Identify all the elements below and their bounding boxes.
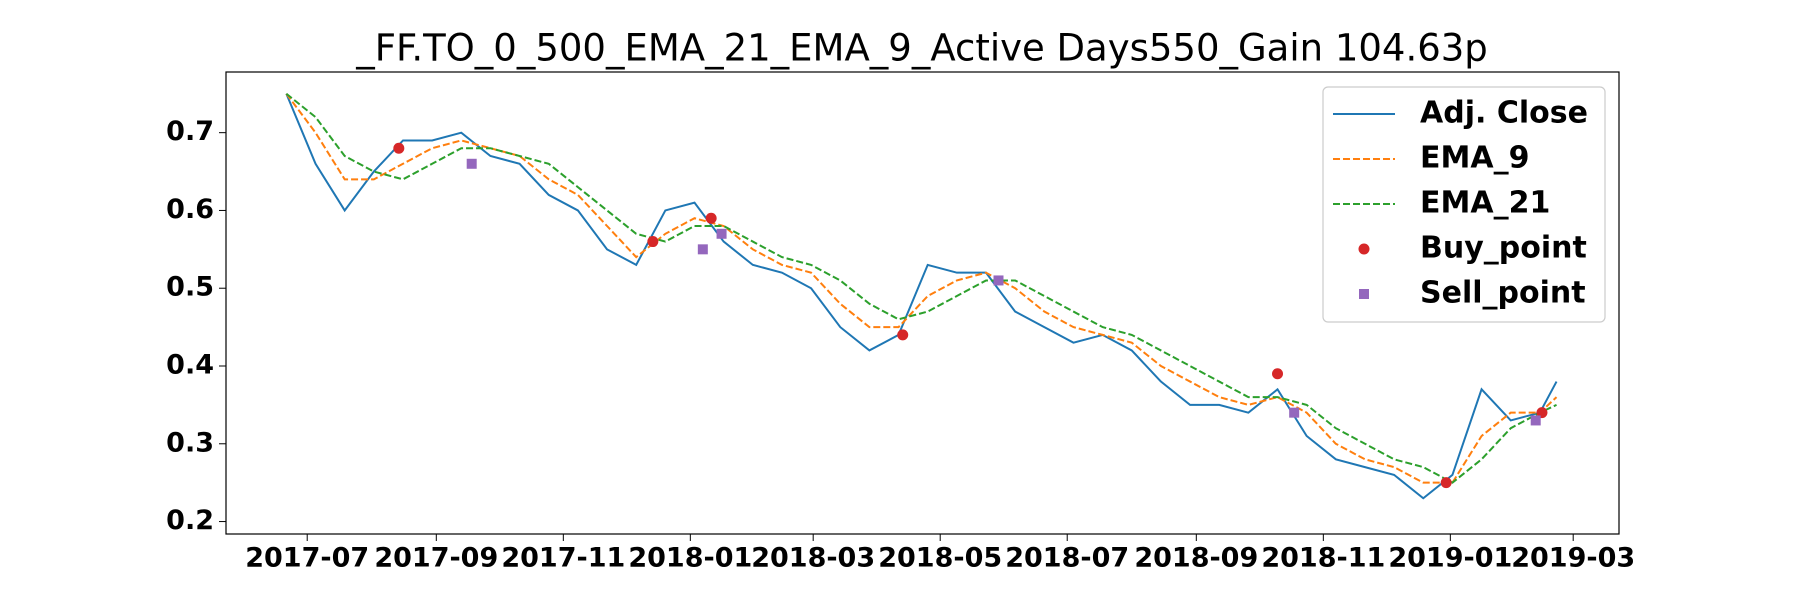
legend-label: Buy_point xyxy=(1420,231,1587,266)
sell-point xyxy=(716,228,727,239)
y-tick-label: 0.4 xyxy=(166,350,214,381)
chart-title: _FF.TO_0_500_EMA_21_EMA_9_Active Days550… xyxy=(355,27,1488,70)
legend-label: Sell_point xyxy=(1420,276,1586,311)
y-tick-label: 0.3 xyxy=(166,427,214,458)
buy-point xyxy=(393,142,405,154)
x-tick-label: 2019-03 xyxy=(1511,543,1635,574)
buy-point xyxy=(1536,407,1548,419)
sell-point xyxy=(1289,407,1300,418)
plot-frame xyxy=(225,71,1620,535)
series-line xyxy=(285,92,1557,484)
x-tick-label: 2017-11 xyxy=(501,543,625,574)
buy-point xyxy=(647,236,659,248)
legend-swatch xyxy=(1359,289,1369,299)
x-tick-label: 2018-11 xyxy=(1261,543,1385,574)
sell-point xyxy=(993,275,1004,286)
legend-swatch xyxy=(1358,243,1370,255)
x-tick-label: 2019-01 xyxy=(1388,543,1512,574)
sell-point xyxy=(1530,415,1541,426)
y-tick-label: 0.6 xyxy=(166,194,214,225)
x-tick-label: 2018-07 xyxy=(1005,543,1129,574)
series-line xyxy=(285,93,1558,484)
y-tick-label: 0.2 xyxy=(166,505,214,536)
legend-box xyxy=(1322,86,1606,323)
legend-label: EMA_9 xyxy=(1420,141,1529,176)
sell-point xyxy=(466,158,477,169)
x-tick-label: 2018-05 xyxy=(878,543,1002,574)
series-line xyxy=(285,93,1558,500)
buy-point xyxy=(897,329,909,341)
buy-point xyxy=(705,212,717,224)
sell-point xyxy=(697,244,708,255)
x-tick-label: 2018-01 xyxy=(628,543,752,574)
buy-point xyxy=(1272,368,1284,380)
legend-label: EMA_21 xyxy=(1420,186,1550,221)
x-tick-label: 2017-07 xyxy=(245,543,369,574)
y-tick-label: 0.5 xyxy=(166,272,214,303)
x-tick-label: 2017-09 xyxy=(374,543,498,574)
y-tick-label: 0.7 xyxy=(166,116,214,147)
legend-label: Adj. Close xyxy=(1420,96,1588,131)
x-tick-label: 2018-09 xyxy=(1134,543,1258,574)
buy-point xyxy=(1440,477,1452,489)
x-tick-label: 2018-03 xyxy=(751,543,875,574)
